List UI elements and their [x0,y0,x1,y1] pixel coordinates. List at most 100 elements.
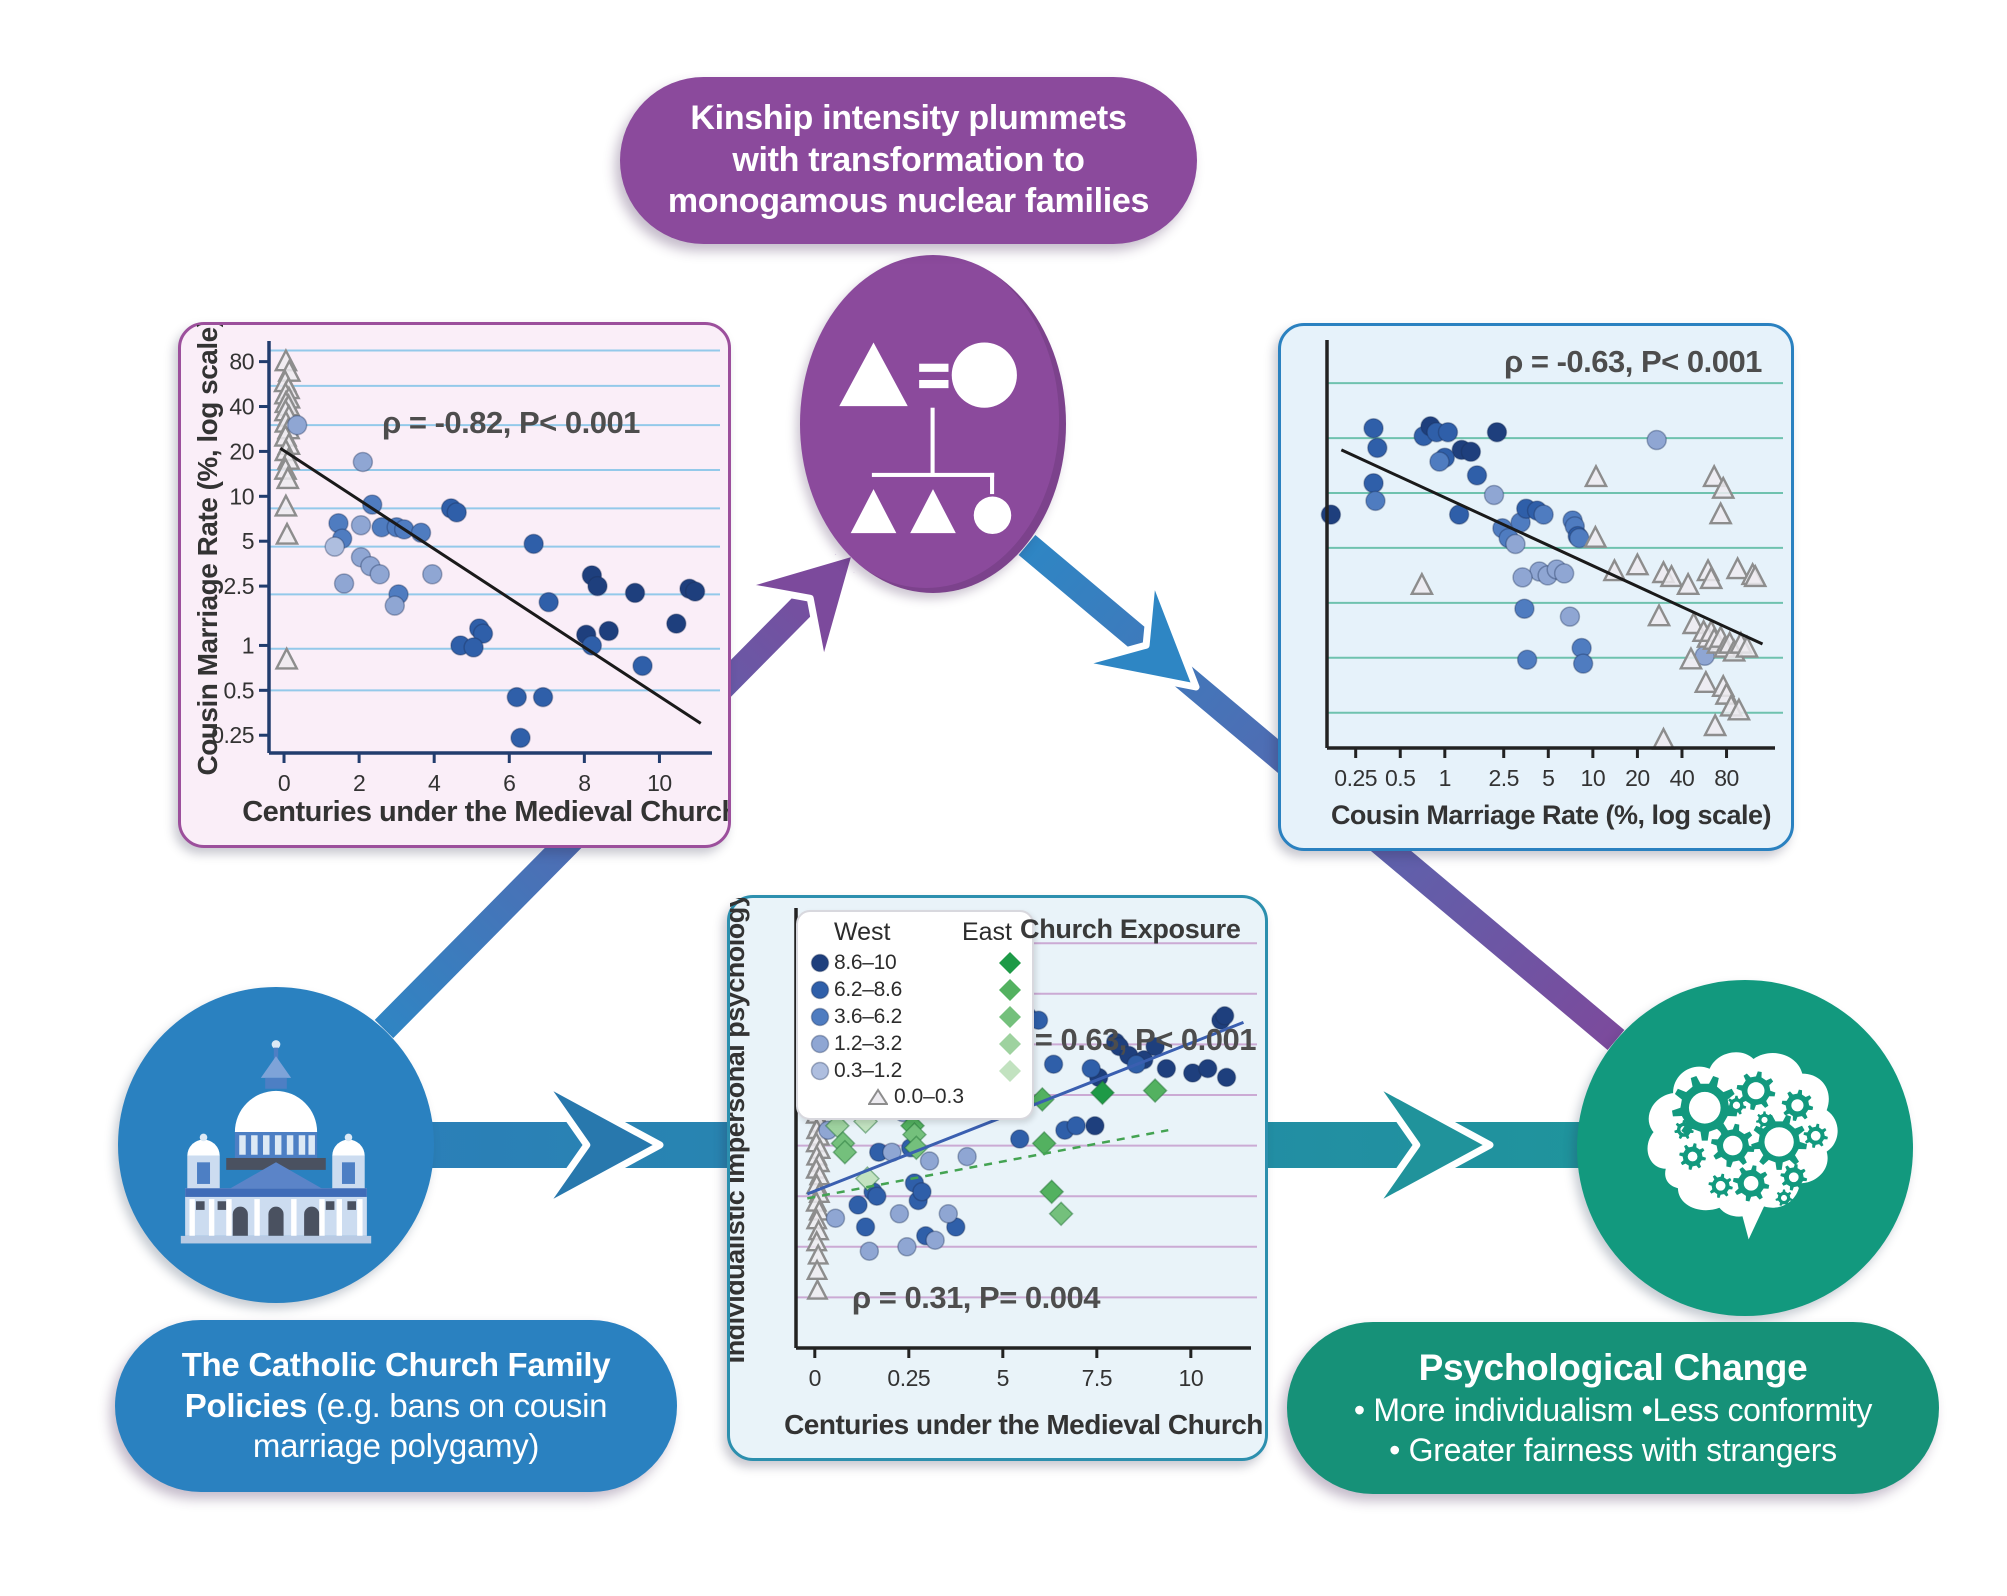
child-circle-icon [973,496,1012,534]
data-points [273,348,706,749]
x-axis-label: Centuries under the Medieval Church [242,796,728,828]
psych-title: Psychological Change [1418,1347,1808,1389]
legend-triangle-row: 0.0–0.3 [810,1084,1022,1110]
church-exposure-legend: West East 8.6–10 6.2–8.6 3.6–6.2 1.2–3.2 0.3–1… [796,910,1034,1120]
x-tick-label: 0.25 [887,1365,930,1391]
legend-range-label: 8.6–10 [834,950,897,974]
psychology-cousin-marriage-plot: 0.25 0.5 1 2.5 5 10 20 40 80 Cousin Marriage Rate… [1278,323,1794,851]
gear-icon [1781,1089,1814,1122]
gear-icon [1674,1120,1694,1139]
arrowhead-to-family-node-icon [737,548,860,671]
legend-circle-swatch [810,1007,830,1026]
legend-diamond-swatch [999,1032,1021,1055]
y-tick-label: 40 [229,394,254,420]
trend-line [279,446,702,725]
legend-range-label: 1.2–3.2 [834,1031,902,1055]
gear-icon [1755,1111,1774,1129]
mother-circle-icon [951,342,1017,408]
y-axis-label: Cousin Marriage Rate (%, log scale) [192,325,223,776]
x-tick-label: 10 [1179,1365,1204,1391]
cousin-marriage-plot: 0 2 4 6 8 10 80 40 20 10 5 2.5 1 0.5 0.25 Centuries und… [178,322,731,848]
y-axis-label: Individualistic Impersonal psychology [730,898,750,1363]
trend-line [1340,448,1764,646]
x-tick-label: 0 [809,1365,821,1391]
gear-icon [1679,1143,1706,1170]
gear-icon [1751,1114,1808,1170]
church-policies-text: The Catholic Church Family Policies (e.g… [181,1345,611,1465]
church-exposure-title: Church Exposure [1020,914,1241,944]
kinship-bubble-text: Kinship intensity plummets with transfor… [667,99,1150,221]
x-tick-label: 80 [1714,765,1739,791]
cousin-marriage-vs-centuries-svg: 0 2 4 6 8 10 80 40 20 10 5 2.5 1 0.5 0.25 Centuries und… [192,325,728,828]
x-tick-label: 0.5 [1385,765,1415,791]
legend-circle-swatch [810,953,830,972]
x-tick-label: 1 [1439,765,1451,791]
legend-row: 6.2–8.6 [810,976,1022,1003]
y-tick-label: 10 [229,483,254,509]
psych-bullets-2: • Greater fairness with strangers [1389,1431,1837,1468]
axes [1325,340,1775,758]
x-tick-label: 2.5 [1488,765,1518,791]
legend-diamond-swatch [999,1059,1021,1082]
x-tick-label: 0.25 [1334,765,1377,791]
legend-row: 3.6–6.2 [810,1003,1022,1030]
x-tick-label: 10 [1581,765,1606,791]
gear-icon [1710,1123,1755,1168]
psychological-change-bubble: Psychological Change • More individualis… [1287,1322,1939,1494]
y-tick-label: 1 [242,632,254,658]
gridlines [269,349,720,692]
kinship-bubble: Kinship intensity plummets with transfor… [620,77,1197,244]
church-policies-bubble: The Catholic Church Family Policies (e.g… [115,1320,677,1492]
legend-diamond-swatch [999,951,1021,974]
legend-range-label: 0.3–1.2 [834,1058,902,1082]
arrowhead-mid-left-icon [538,1077,664,1213]
x-tick-label: 5 [1542,765,1554,791]
x-tick-label: 20 [1625,765,1650,791]
gears [1671,1071,1828,1207]
nuclear-family-node [800,255,1066,593]
pediment [215,1162,337,1197]
legend-row: 1.2–3.2 [810,1030,1022,1057]
catholic-church-node [118,987,434,1303]
x-tick-label: 10 [647,770,672,796]
x-axis-label: Cousin Marriage Rate (%, log scale) [1331,800,1771,830]
church-icon [180,1040,372,1244]
x-tick-label: 8 [578,770,590,796]
gear-icon [1803,1123,1828,1148]
equals-icon [919,363,949,372]
gear-icon [1732,1165,1770,1202]
psychology-vs-cousin-marriage-svg: 0.25 0.5 1 2.5 5 10 20 40 80 Cousin Marriage Rate… [1320,340,1783,830]
side-tower [332,1133,365,1191]
y-tick-label: 0.5 [224,677,254,703]
legend-west-header: West [834,918,891,946]
father-triangle-icon [839,342,908,407]
psychology-centuries-plot: 0 0.25 5 7.5 10 Centuries under the Medieval … [727,895,1268,1461]
legend-circle-swatch [810,1061,830,1080]
axes [259,341,712,763]
legend-circle-swatch [810,1034,830,1053]
legend-range-label: 6.2–8.6 [834,977,902,1001]
y-tick-label: 2.5 [224,573,254,599]
x-tick-label: 2 [353,770,365,796]
correlation-stat: ρ = -0.82, P< 0.001 [382,405,640,440]
legend-circle-swatch [810,980,830,999]
y-tick-label: 0.25 [211,722,254,748]
side-tower [187,1133,220,1191]
y-tick-label: 80 [229,349,254,375]
correlation-stat-east: ρ = 0.31, P= 0.004 [852,1280,1101,1315]
legend-diamond-swatch [999,978,1021,1001]
y-tick-label: 5 [242,528,254,554]
x-tick-label: 0 [278,770,290,796]
legend-diamond-swatch [999,1005,1021,1028]
gear-icon [1708,1173,1733,1198]
data-points [1320,416,1768,750]
x-tick-label: 5 [997,1365,1009,1391]
correlation-stat: ρ = 0.63, P< 0.001 [1008,1022,1256,1057]
gear-icon [1736,1071,1776,1111]
legend-east-header: East [961,918,1012,946]
psychological-change-node [1577,980,1913,1316]
gear-icon [1775,1189,1793,1207]
y-tick-label: 20 [229,438,254,464]
main-dome [234,1090,318,1133]
arrowhead-to-right-plot-icon [1074,571,1200,691]
